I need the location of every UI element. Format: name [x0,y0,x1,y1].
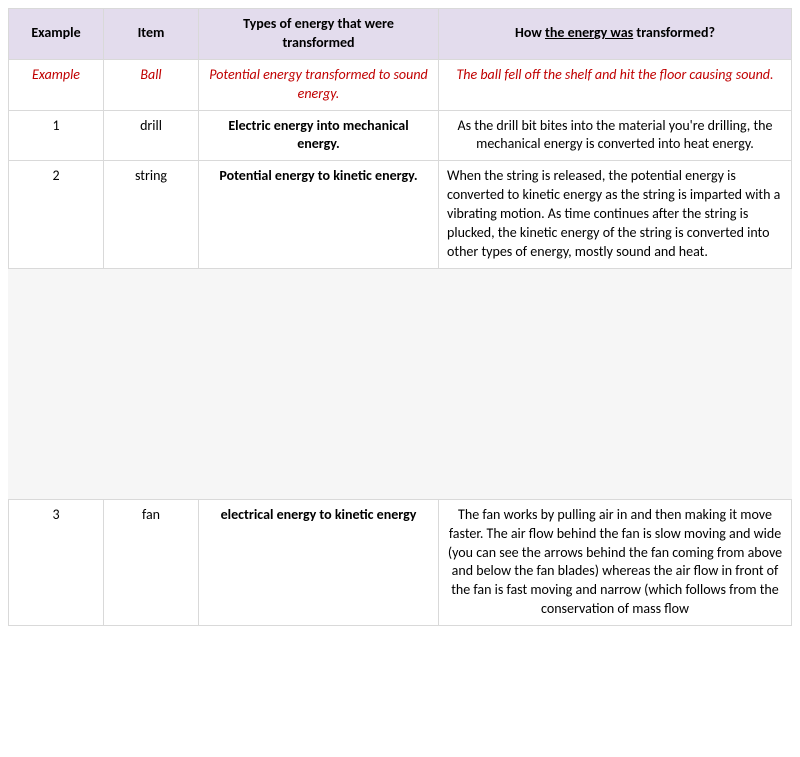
cell-types: Electric energy into mechanical energy. [199,110,439,161]
header-item: Item [104,9,199,60]
table-row: 3 fan electrical energy to kinetic energ… [9,499,792,625]
example-row-how: The ball fell off the shelf and hit the … [439,59,792,110]
energy-table-part1: Example Item Types of energy that were t… [8,8,792,269]
cell-types: electrical energy to kinetic energy [199,499,439,625]
example-row-types: Potential energy transformed to sound en… [199,59,439,110]
table-row: 1 drill Electric energy into mechanical … [9,110,792,161]
header-row: Example Item Types of energy that were t… [9,9,792,60]
cell-item: fan [104,499,199,625]
cell-example: 2 [9,161,104,268]
header-how: How the energy was transformed? [439,9,792,60]
cell-example: 1 [9,110,104,161]
example-row-item: Ball [104,59,199,110]
example-row: Example Ball Potential energy transforme… [9,59,792,110]
table-row: 2 string Potential energy to kinetic ene… [9,161,792,268]
header-types: Types of energy that were transformed [199,9,439,60]
page-gap [8,269,792,499]
cell-how: When the string is released, the potenti… [439,161,792,268]
cell-how: The fan works by pulling air in and then… [439,499,792,625]
cell-example: 3 [9,499,104,625]
cell-item: drill [104,110,199,161]
cell-how: As the drill bit bites into the material… [439,110,792,161]
header-example: Example [9,9,104,60]
cell-types: Potential energy to kinetic energy. [199,161,439,268]
cell-item: string [104,161,199,268]
example-row-example: Example [9,59,104,110]
energy-table-part2: 3 fan electrical energy to kinetic energ… [8,499,792,626]
